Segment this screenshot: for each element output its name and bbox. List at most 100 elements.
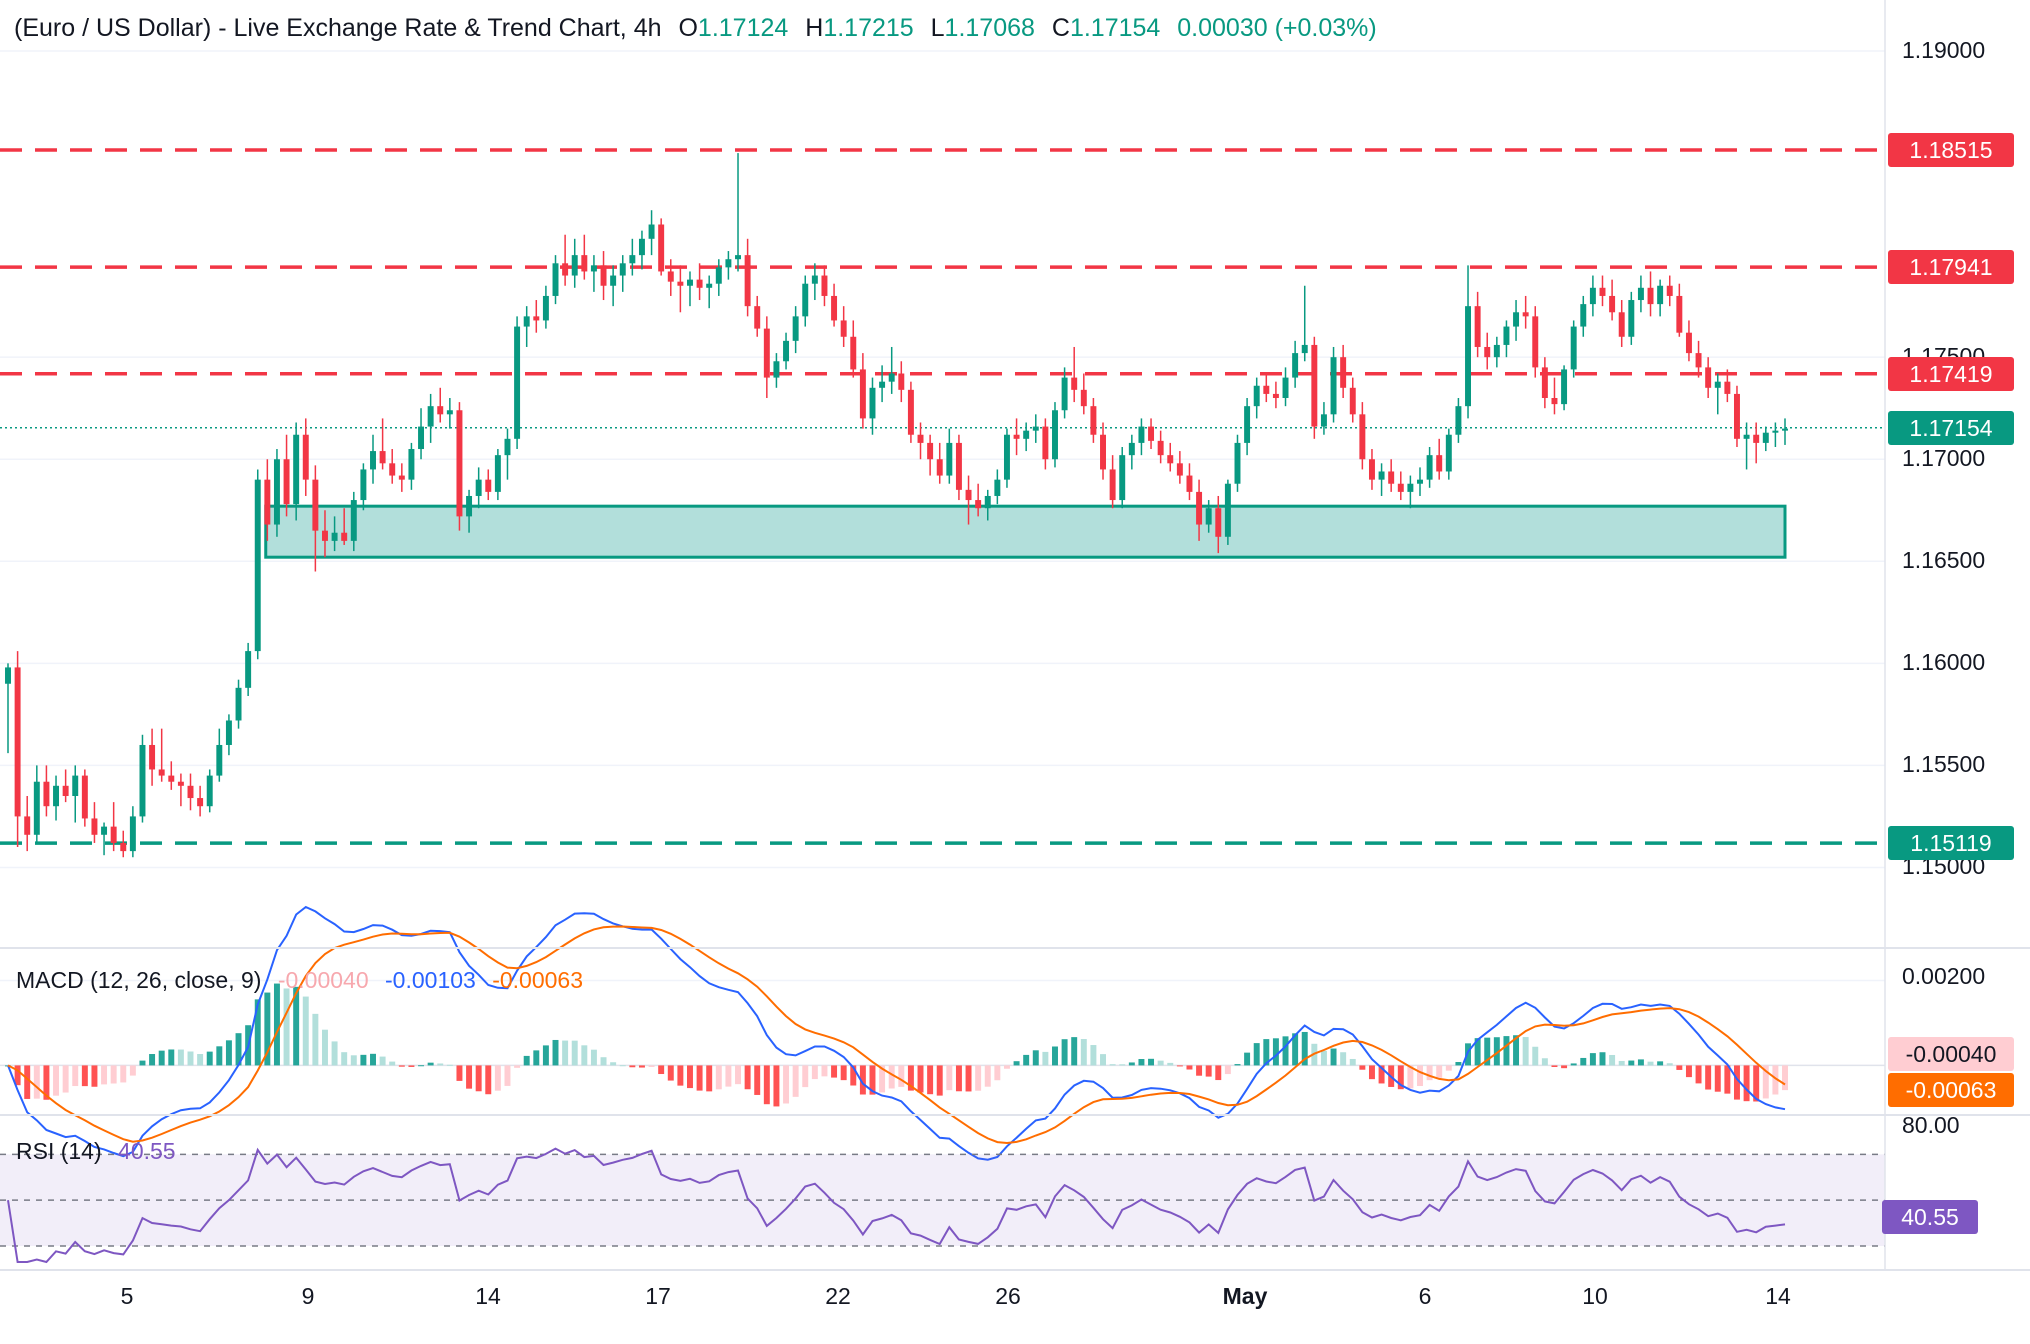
candle-body — [1455, 406, 1462, 435]
macd-hist-bar — [1349, 1058, 1356, 1066]
rsi-value: 40.55 — [118, 1138, 176, 1164]
candle-body — [735, 255, 741, 260]
candle-body — [1522, 312, 1529, 317]
macd-hist-bar — [1167, 1062, 1174, 1066]
candle-body — [1032, 426, 1039, 431]
candle-body — [1042, 426, 1049, 460]
macd-hist-bar — [1052, 1046, 1058, 1066]
rsi-legend[interactable]: RSI (14) 40.55 — [16, 1138, 186, 1165]
macd-hist-bar — [1138, 1059, 1145, 1066]
macd-hist-bar — [1474, 1038, 1481, 1066]
candle-body — [408, 449, 415, 480]
macd-hist-bar — [475, 1065, 482, 1092]
macd-hist-bar — [1436, 1065, 1443, 1078]
macd-hist-bar — [43, 1065, 50, 1100]
macd-hist-bar — [408, 1065, 415, 1067]
macd-hist-bar — [1234, 1064, 1241, 1066]
candle-body — [129, 816, 136, 852]
macd-hist-bar — [1042, 1051, 1049, 1066]
macd-hist-bar — [322, 1029, 328, 1066]
candle-body — [437, 406, 444, 415]
macd-hist-bar — [158, 1050, 165, 1066]
candle-body — [1599, 287, 1606, 296]
candle-body — [533, 316, 540, 321]
candle-body — [1023, 430, 1030, 439]
candle-body — [1445, 434, 1452, 472]
macd-hist-bar — [879, 1065, 886, 1093]
macd-hist-bar — [811, 1065, 818, 1080]
macd-hist-bar — [523, 1055, 530, 1066]
candle-body — [1282, 377, 1289, 399]
macd-hist-bar — [1570, 1063, 1577, 1066]
candle-body — [1128, 442, 1135, 456]
candle-body — [110, 826, 117, 843]
macd-hist-bar — [1224, 1065, 1231, 1075]
candle-body — [1359, 414, 1366, 460]
macd-hist-bar — [427, 1062, 434, 1066]
candle-body — [475, 479, 482, 496]
symbol-title[interactable]: (Euro / US Dollar) - Live Exchange Rate … — [14, 14, 662, 42]
macd-hist-bar — [1186, 1065, 1193, 1070]
candle-body — [927, 442, 934, 460]
candle-body — [1647, 287, 1654, 305]
candle-body — [792, 316, 799, 341]
candle-body — [744, 255, 751, 307]
candle-body — [1349, 387, 1356, 415]
change-value: 0.00030 (+0.03%) — [1177, 14, 1377, 42]
candle-body — [81, 775, 88, 819]
macd-hist-bar — [1090, 1045, 1097, 1066]
macd-hist-bar — [888, 1065, 895, 1089]
macd-hist-bar — [1522, 1037, 1529, 1066]
candle-body — [504, 438, 511, 456]
macd-hist-bar — [1484, 1037, 1491, 1066]
candle-body — [1417, 479, 1423, 484]
candle-body — [1109, 469, 1116, 501]
macd-hist-bar — [341, 1052, 348, 1066]
macd-hist-bar — [1695, 1065, 1702, 1084]
macd-hist-bar — [1599, 1052, 1606, 1066]
candle-body — [216, 744, 223, 776]
candle-body — [1388, 471, 1395, 484]
macd-line-value: -0.00103 — [385, 967, 476, 993]
time-tick-label: 5 — [120, 1283, 134, 1309]
macd-hist-bar — [1368, 1065, 1375, 1080]
macd-hist-bar — [735, 1065, 741, 1085]
macd-hist-bar — [1292, 1033, 1299, 1066]
candle-body — [1685, 332, 1692, 354]
macd-hist-bar — [1714, 1065, 1721, 1092]
candle-body — [101, 826, 108, 835]
candle-body — [206, 775, 213, 807]
macd-hist-bar — [984, 1065, 991, 1087]
macd-hist-bar — [955, 1065, 962, 1092]
time-tick-label: 14 — [475, 1283, 501, 1309]
candle-body — [322, 530, 328, 541]
macd-hist-bar — [1340, 1052, 1347, 1066]
macd-hist-bar — [1330, 1048, 1337, 1066]
candle-body — [1100, 434, 1106, 470]
candle-body — [715, 267, 722, 284]
macd-axis-tick-1: 0.00200 — [1902, 963, 1986, 989]
macd-hist-bar — [216, 1046, 223, 1066]
macd-hist-bar — [418, 1065, 425, 1067]
macd-signal-value: -0.00063 — [492, 967, 584, 993]
candle-body — [389, 463, 396, 476]
candle-body — [869, 387, 876, 419]
candle-body — [1215, 508, 1222, 537]
candle-body — [1234, 442, 1241, 484]
macd-hist-bar — [197, 1054, 204, 1066]
macd-legend[interactable]: MACD (12, 26, close, 9) -0.00040 -0.0010… — [16, 967, 593, 994]
macd-hist-bar — [1205, 1065, 1212, 1077]
candle-body — [1244, 406, 1251, 443]
candle-body — [975, 500, 982, 509]
macd-hist-bar — [1445, 1065, 1452, 1071]
candle-body — [1705, 367, 1712, 388]
macd-hist-bar — [1359, 1065, 1366, 1070]
candle-body — [225, 720, 232, 745]
macd-hist-bar — [91, 1065, 98, 1087]
price-tick-label: 1.17000 — [1902, 445, 1986, 472]
macd-pane — [0, 905, 1885, 1161]
macd-hist-bar — [1397, 1065, 1404, 1090]
macd-hist-bar — [398, 1065, 405, 1067]
candle-body — [725, 259, 732, 268]
